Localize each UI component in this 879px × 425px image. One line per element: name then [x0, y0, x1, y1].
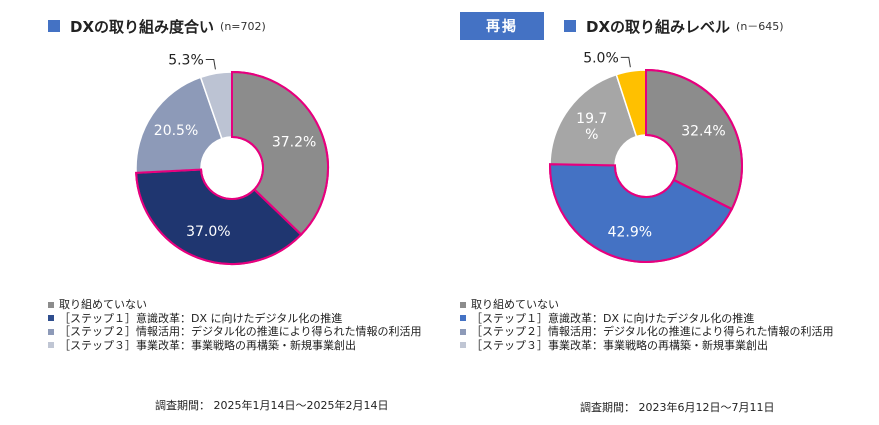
legend-label: 取り組めていない — [471, 298, 559, 311]
slice-highlight-border — [135, 168, 303, 265]
slice-highlight-border — [549, 163, 734, 263]
legend-swatch — [48, 328, 54, 335]
legend-label: ［ステップ３］事業改革：事業戦略の再構築・新規事業創出 — [59, 338, 356, 352]
right-legend: 取り組めていない ［ステップ１］意識改革：DX に向けたデジタル化の推進 ［ステップ… — [460, 298, 834, 352]
left-sample-size: (n=702) — [220, 19, 266, 33]
legend-label: ［ステップ１］意識改革：DX に向けたデジタル化の推進 — [59, 311, 343, 325]
slice-highlight-border — [645, 68, 743, 211]
legend-label: 取り組めていない — [59, 298, 147, 311]
right-chart-title: DXの取り組みレベル — [586, 17, 731, 36]
legend-label: ［ステップ２］情報活用：デジタル化の推進により得られた情報の利活用 — [471, 325, 834, 338]
left-legend: 取り組めていない ［ステップ１］意識改革：DX に向けたデジタル化の推進 ［ステップ… — [48, 298, 422, 352]
slice-label: 37.0% — [186, 224, 230, 240]
legend-label: ［ステップ３］事業改革：事業戦略の再構築・新規事業創出 — [471, 338, 768, 352]
legend-item: 取り組めていない — [48, 298, 422, 312]
legend-label: ［ステップ２］情報活用：デジタル化の推進により得られた情報の利活用 — [59, 325, 422, 338]
right-chart-header: DXの取り組みレベル (n－645) — [564, 12, 784, 40]
title-square-icon — [48, 20, 60, 32]
title-square-icon — [564, 20, 576, 32]
legend-label: ［ステップ１］意識改革：DX に向けたデジタル化の推進 — [471, 311, 755, 325]
leader-line — [205, 59, 216, 70]
legend-item: ［ステップ１］意識改革：DX に向けたデジタル化の推進 — [460, 312, 834, 326]
left-chart-header: DXの取り組み度合い (n=702) — [48, 12, 266, 40]
legend-item: ［ステップ２］情報活用：デジタル化の推進により得られた情報の利活用 — [460, 325, 834, 339]
slice-label: 5.0% — [583, 50, 619, 66]
right-survey-period: 調査期間： 2023年6月12日～7月11日 — [580, 401, 775, 414]
slice-highlight-border — [231, 70, 329, 237]
left-survey-period: 調査期間： 2025年1月14日～2025年2月14日 — [155, 399, 389, 412]
right-chart-panel: 再掲 DXの取り組みレベル (n－645) 32.4% 42.9% 19.7% 5.0… — [440, 0, 879, 425]
left-pie-chart: 37.2% 37.0% 20.5% 5.3% — [135, 53, 329, 265]
pie-slice — [135, 76, 223, 174]
left-chart-panel: DXの取り組み度合い (n=702) 37.2% 37.0% 20.5% 5.3% 取… — [48, 12, 422, 412]
legend-swatch — [460, 315, 466, 322]
legend-swatch — [48, 315, 54, 322]
right-sample-size: (n－645) — [736, 20, 784, 33]
slice-label: 19.7% — [576, 111, 607, 143]
legend-item: ［ステップ１］意識改革：DX に向けたデジタル化の推進 — [48, 312, 422, 326]
legend-item: ［ステップ３］事業改革：事業戦略の再構築・新規事業創出 — [48, 339, 422, 353]
republished-badge: 再掲 — [460, 12, 544, 40]
legend-swatch — [48, 342, 54, 349]
slice-label: 32.4% — [681, 124, 725, 140]
legend-item: 取り組めていない — [460, 298, 834, 312]
legend-swatch — [460, 328, 466, 335]
legend-swatch — [460, 342, 466, 349]
slice-label: 20.5% — [154, 123, 198, 139]
left-chart-title: DXの取り組み度合い — [70, 17, 215, 36]
legend-item: ［ステップ２］情報活用：デジタル化の推進により得られた情報の利活用 — [48, 325, 422, 339]
slice-label: 5.3% — [168, 53, 204, 69]
pie-slice — [549, 73, 638, 167]
right-pie-chart: 32.4% 42.9% 19.7 % 5.0% — [549, 50, 743, 263]
legend-swatch — [48, 301, 54, 308]
legend-item: ［ステップ３］事業改革：事業戦略の再構築・新規事業創出 — [460, 339, 834, 353]
slice-label: 42.9% — [608, 225, 652, 241]
legend-swatch — [460, 301, 466, 308]
slice-label: 37.2% — [272, 135, 316, 151]
leader-line — [620, 56, 631, 68]
